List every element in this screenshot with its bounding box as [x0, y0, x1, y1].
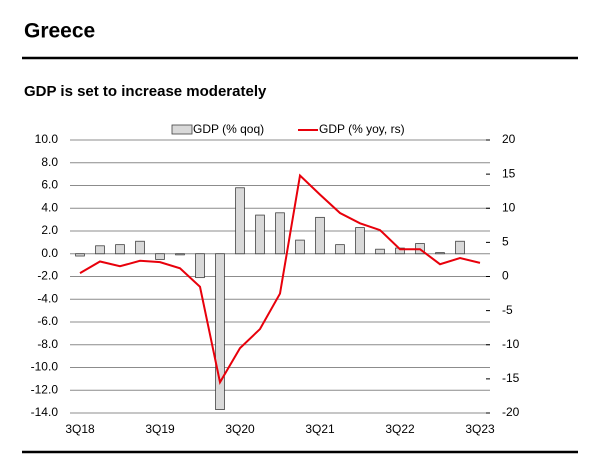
y2-tick-label: -5: [502, 303, 513, 317]
y-tick-label: -6.0: [37, 314, 58, 328]
x-tick-label: 3Q20: [225, 422, 255, 436]
y2-tick-label: 0: [502, 269, 509, 283]
bar: [295, 239, 305, 255]
bar: [375, 248, 385, 255]
y2-tick-label: 15: [502, 166, 516, 180]
y2-tick-label: 20: [502, 132, 516, 146]
y-tick-label: 10.0: [35, 132, 59, 146]
y-tick-label: 0.0: [41, 246, 58, 260]
x-tick-label: 3Q18: [65, 422, 95, 436]
y2-tick-label: -15: [502, 371, 520, 385]
y-tick-label: -12.0: [31, 382, 59, 396]
legend-swatch: [171, 124, 193, 135]
bar: [435, 252, 445, 255]
y-tick-label: -10.0: [31, 360, 59, 374]
bar: [215, 253, 225, 410]
legend-label: GDP (% qoq): [193, 122, 264, 136]
y2-tick-label: -10: [502, 337, 520, 351]
y-tick-label: -2.0: [37, 269, 58, 283]
bar: [455, 240, 465, 255]
bar: [95, 245, 105, 255]
bar: [255, 214, 265, 255]
x-tick-label: 3Q22: [385, 422, 415, 436]
y2-tick-label: 5: [502, 235, 509, 249]
bar: [275, 212, 285, 255]
y2-tick-label: -20: [502, 405, 520, 419]
y-tick-label: 6.0: [41, 178, 58, 192]
chart-title: GDP is set to increase moderately: [24, 83, 267, 100]
y-tick-label: -8.0: [37, 337, 58, 351]
bar: [135, 240, 145, 255]
line: [79, 173, 481, 386]
bar: [355, 227, 365, 255]
y2-tick-label: 10: [502, 200, 516, 214]
bar: [75, 253, 85, 257]
y-tick-label: -14.0: [31, 405, 59, 419]
y-tick-label: 2.0: [41, 223, 58, 237]
bar: [235, 187, 245, 255]
bar: [335, 244, 345, 255]
bar: [175, 253, 185, 256]
y-tick-label: -4.0: [37, 291, 58, 305]
bar: [155, 253, 165, 260]
y-tick-label: 4.0: [41, 200, 58, 214]
page-title: Greece: [24, 20, 95, 43]
legend-label: GDP (% yoy, rs): [319, 122, 405, 136]
x-tick-label: 3Q21: [305, 422, 335, 436]
x-tick-label: 3Q19: [145, 422, 175, 436]
y-tick-label: 8.0: [41, 155, 58, 169]
bar: [115, 244, 125, 255]
bar: [315, 216, 325, 255]
x-tick-label: 3Q23: [465, 422, 495, 436]
bar: [195, 253, 205, 279]
